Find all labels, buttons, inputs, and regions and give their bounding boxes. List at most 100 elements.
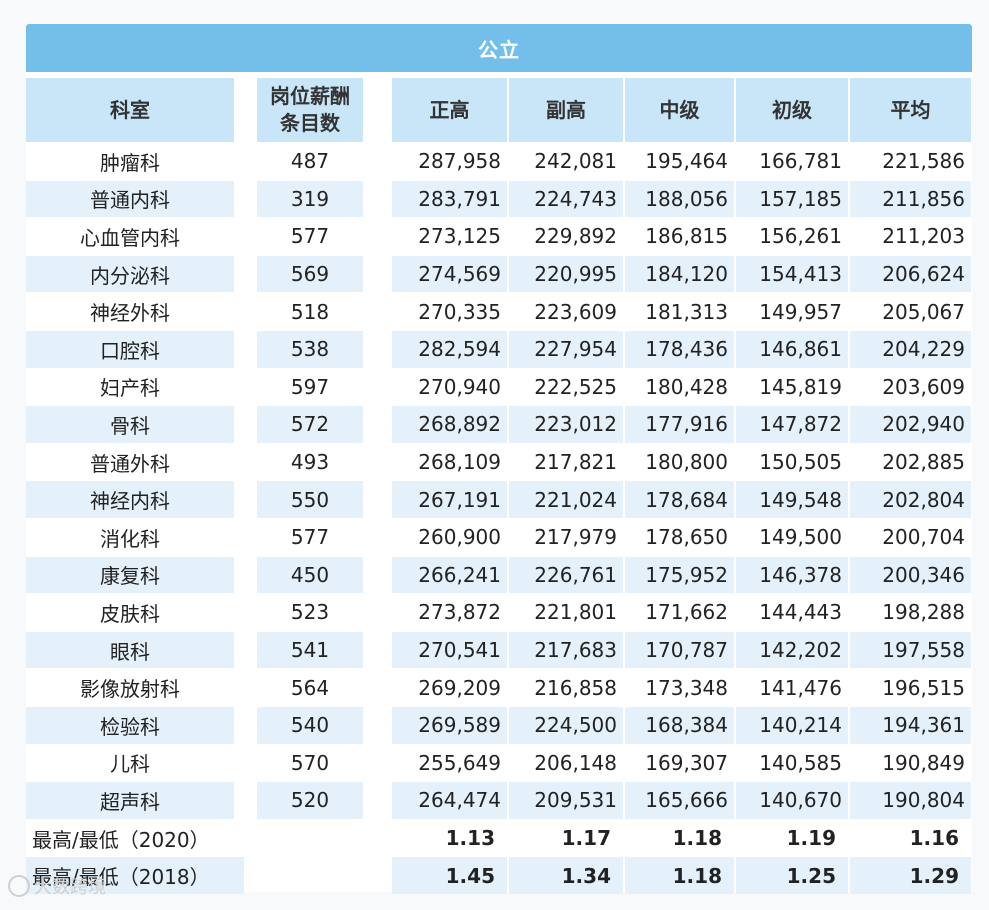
value-cell: 178,436 [625, 331, 734, 368]
value-cell: 188,056 [625, 180, 734, 218]
ratio-value-cell: 1.18 [625, 819, 734, 857]
count-cell: 538 [257, 331, 363, 368]
ratio-value-cell: 1.19 [736, 819, 848, 857]
value-cell: 178,650 [625, 519, 734, 556]
value-cell: 204,229 [850, 331, 971, 368]
value-cell: 202,885 [850, 443, 971, 481]
value-cell: 205,067 [850, 293, 971, 330]
count-cell: 450 [257, 556, 363, 594]
value-cell: 181,313 [625, 293, 734, 330]
dept-cell: 普通外科 [26, 443, 234, 481]
value-cell: 283,791 [392, 180, 507, 218]
header-level-0: 正高 [392, 78, 507, 142]
dept-cell: 心血管内科 [26, 218, 234, 255]
value-cell: 154,413 [736, 255, 848, 293]
value-cell: 211,856 [850, 180, 971, 218]
value-cell: 140,214 [736, 707, 848, 744]
value-cell: 260,900 [392, 519, 507, 556]
dept-cell: 眼科 [26, 631, 234, 669]
value-cell: 150,505 [736, 443, 848, 481]
ratio-value-cell: 1.16 [850, 819, 971, 857]
value-cell: 141,476 [736, 669, 848, 706]
count-cell: 569 [257, 255, 363, 293]
value-cell: 206,624 [850, 255, 971, 293]
value-cell: 287,958 [392, 143, 507, 180]
value-cell: 217,821 [509, 443, 623, 481]
value-cell: 157,185 [736, 180, 848, 218]
count-cell: 319 [257, 180, 363, 218]
value-cell: 147,872 [736, 406, 848, 443]
watermark-text: 大数跨境 [34, 877, 106, 898]
value-cell: 197,558 [850, 631, 971, 669]
value-cell: 206,148 [509, 744, 623, 782]
value-cell: 156,261 [736, 218, 848, 255]
value-cell: 180,800 [625, 443, 734, 481]
value-cell: 268,109 [392, 443, 507, 481]
value-cell: 202,804 [850, 481, 971, 518]
ratio-value-cell: 1.29 [850, 857, 971, 894]
value-cell: 149,500 [736, 519, 848, 556]
count-cell: 577 [257, 218, 363, 255]
value-cell: 171,662 [625, 594, 734, 631]
dept-cell: 口腔科 [26, 331, 234, 368]
dept-cell: 骨科 [26, 406, 234, 443]
ratio-value-cell: 1.17 [509, 819, 623, 857]
value-cell: 140,670 [736, 782, 848, 819]
count-cell: 564 [257, 669, 363, 706]
value-cell: 282,594 [392, 331, 507, 368]
ratio-value-cell: 1.18 [625, 857, 734, 894]
value-cell: 222,525 [509, 368, 623, 406]
count-cell: 520 [257, 782, 363, 819]
value-cell: 255,649 [392, 744, 507, 782]
count-cell: 540 [257, 707, 363, 744]
header-department: 科室 [26, 78, 234, 142]
value-cell: 145,819 [736, 368, 848, 406]
dept-cell: 检验科 [26, 707, 234, 744]
value-cell: 142,202 [736, 631, 848, 669]
dept-cell: 影像放射科 [26, 669, 234, 706]
value-cell: 270,541 [392, 631, 507, 669]
value-cell: 180,428 [625, 368, 734, 406]
value-cell: 270,940 [392, 368, 507, 406]
value-cell: 144,443 [736, 594, 848, 631]
dept-cell: 肿瘤科 [26, 143, 234, 180]
dept-cell: 儿科 [26, 744, 234, 782]
value-cell: 202,940 [850, 406, 971, 443]
value-cell: 165,666 [625, 782, 734, 819]
count-cell: 493 [257, 443, 363, 481]
value-cell: 224,500 [509, 707, 623, 744]
value-cell: 149,548 [736, 481, 848, 518]
value-cell: 178,684 [625, 481, 734, 518]
value-cell: 195,464 [625, 143, 734, 180]
ratio-value-cell: 1.45 [392, 857, 507, 894]
value-cell: 221,801 [509, 594, 623, 631]
header-level-4: 平均 [850, 78, 971, 142]
value-cell: 269,589 [392, 707, 507, 744]
watermark: 大数跨境 [8, 873, 106, 899]
value-cell: 268,892 [392, 406, 507, 443]
dept-cell: 神经外科 [26, 293, 234, 330]
value-cell: 216,858 [509, 669, 623, 706]
ratio-label: 最高/最低（2020） [26, 819, 244, 857]
count-cell: 523 [257, 594, 363, 631]
value-cell: 149,957 [736, 293, 848, 330]
value-cell: 194,361 [850, 707, 971, 744]
count-cell: 487 [257, 143, 363, 180]
value-cell: 223,012 [509, 406, 623, 443]
value-cell: 175,952 [625, 556, 734, 594]
value-cell: 226,761 [509, 556, 623, 594]
value-cell: 270,335 [392, 293, 507, 330]
value-cell: 146,861 [736, 331, 848, 368]
value-cell: 170,787 [625, 631, 734, 669]
value-cell: 200,346 [850, 556, 971, 594]
value-cell: 221,586 [850, 143, 971, 180]
value-cell: 140,585 [736, 744, 848, 782]
dept-cell: 普通内科 [26, 180, 234, 218]
count-cell: 577 [257, 519, 363, 556]
dept-cell: 内分泌科 [26, 255, 234, 293]
value-cell: 266,241 [392, 556, 507, 594]
value-cell: 264,474 [392, 782, 507, 819]
value-cell: 220,995 [509, 255, 623, 293]
count-cell: 570 [257, 744, 363, 782]
value-cell: 273,872 [392, 594, 507, 631]
